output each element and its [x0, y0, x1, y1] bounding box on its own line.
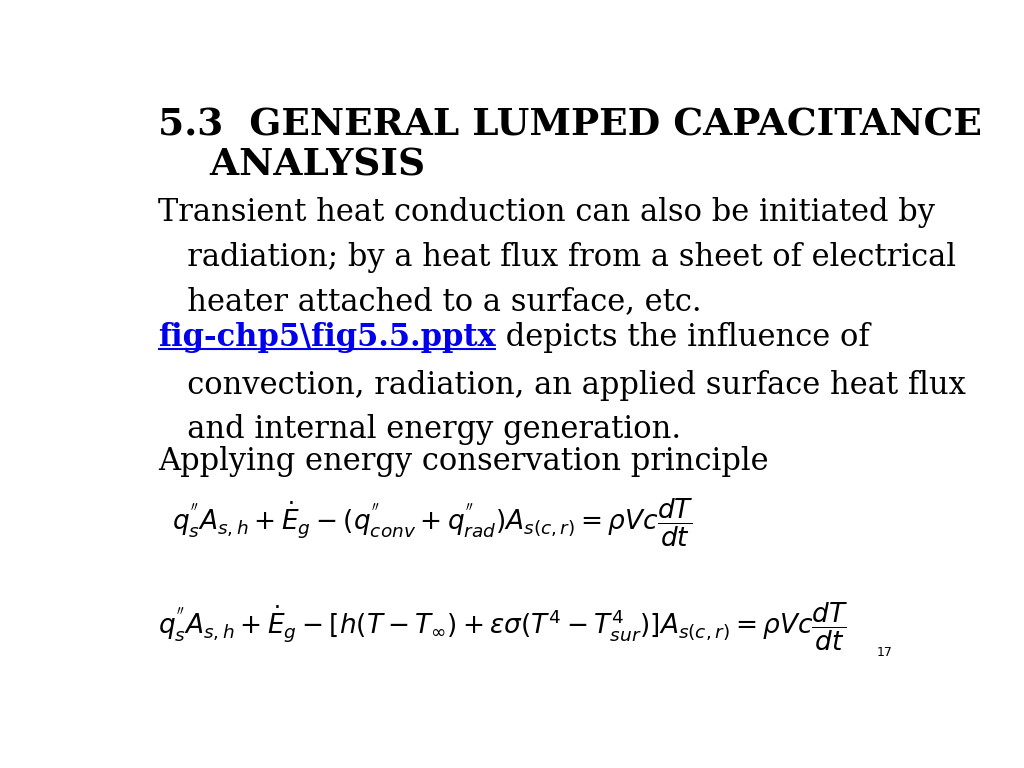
Text: $q_s^{''}A_{s,h} + \dot{E}_g - (q_{conv}^{''} + q_{rad}^{''})A_{s(c,r)} = \rho V: $q_s^{''}A_{s,h} + \dot{E}_g - (q_{conv}… — [172, 497, 693, 549]
Text: ANALYSIS: ANALYSIS — [158, 147, 425, 184]
Text: Transient heat conduction can also be initiated by
   radiation; by a heat flux : Transient heat conduction can also be in… — [158, 197, 956, 317]
Text: depicts the influence of: depicts the influence of — [496, 322, 869, 353]
Text: $q_s^{''}A_{s,h} + \dot{E}_g - [h(T - T_\infty) + \varepsilon\sigma(T^4 - T_{sur: $q_s^{''}A_{s,h} + \dot{E}_g - [h(T - T_… — [158, 601, 849, 653]
Text: Applying energy conservation principle: Applying energy conservation principle — [158, 445, 769, 477]
Text: fig-chp5\fig5.5.pptx: fig-chp5\fig5.5.pptx — [158, 322, 496, 353]
Text: 17: 17 — [877, 646, 892, 659]
Text: convection, radiation, an applied surface heat flux
   and internal energy gener: convection, radiation, an applied surfac… — [158, 369, 966, 445]
Text: 5.3  GENERAL LUMPED CAPACITANCE: 5.3 GENERAL LUMPED CAPACITANCE — [158, 107, 982, 144]
